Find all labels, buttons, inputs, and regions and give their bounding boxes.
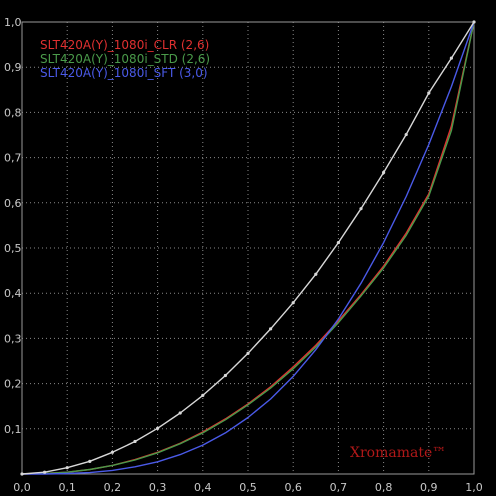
x-tick-label: 0,9 — [420, 481, 438, 494]
series-line-1 — [21, 21, 475, 475]
series-line-2 — [22, 21, 475, 475]
series-point — [178, 411, 182, 415]
y-tick-label: 0,5 — [4, 242, 22, 255]
grid-layer — [22, 22, 474, 474]
legend-entry-1: SLT420A(Y)_1080i_STD (2,6) — [40, 52, 210, 66]
y-tick-label: 0,1 — [4, 423, 22, 436]
series-point — [269, 327, 273, 331]
x-tick-label: 1,0 — [465, 481, 483, 494]
x-tick-label: 0,2 — [104, 481, 122, 494]
series-point — [110, 450, 114, 454]
series-point — [223, 373, 227, 378]
series-point — [20, 472, 24, 476]
series-point — [65, 466, 69, 470]
series-point — [382, 170, 386, 175]
x-tick-label: 0,3 — [149, 481, 167, 494]
series-point — [449, 56, 453, 60]
x-tick-label: 0,0 — [13, 481, 31, 494]
y-tick-label: 0,2 — [4, 378, 22, 391]
series-point — [291, 301, 295, 305]
series-point — [336, 240, 340, 245]
plot-border — [21, 21, 475, 475]
series-point — [472, 20, 476, 24]
x-tick-label: 0,6 — [284, 481, 302, 494]
series-point — [43, 470, 47, 474]
legend-layer: SLT420A(Y)_1080i_CLR (2,6)SLT420A(Y)_108… — [40, 38, 210, 80]
x-tick-label: 0,4 — [194, 481, 212, 494]
y-tick-label: 0,8 — [4, 106, 22, 119]
x-tick-label: 0,7 — [330, 481, 348, 494]
series-point — [404, 132, 408, 137]
x-tick-label: 0,5 — [239, 481, 257, 494]
y-tick-label: 1,0 — [4, 16, 22, 29]
series-point — [359, 207, 363, 211]
x-tick-label: 0,8 — [375, 481, 393, 494]
series-point — [201, 393, 205, 397]
axis-layer: 0,0 0,1 0,2 0,3 0,4 0,5 0,6 0,7 0,8 0,9 1,0 0,1 0,2 0… — [4, 16, 483, 494]
series-point — [156, 426, 160, 430]
series-point — [314, 272, 318, 276]
legend-entry-0: SLT420A(Y)_1080i_CLR (2,6) — [40, 38, 209, 52]
y-tick-label: 0,9 — [4, 61, 22, 74]
series-point — [246, 351, 250, 355]
y-tick-label: 0,4 — [4, 287, 22, 300]
watermark-label: Xromamate™ — [350, 445, 446, 461]
legend-entry-2: SLT420A(Y)_1080i_SFT (3,0) — [40, 66, 208, 80]
series-point — [88, 459, 92, 463]
x-tick-label: 0,1 — [58, 481, 76, 494]
y-tick-label: 0,3 — [4, 332, 22, 345]
y-tick-label: 0,6 — [4, 197, 22, 210]
y-tick-label: 0,7 — [4, 152, 22, 165]
annotation-layer: Xromamate™ — [350, 445, 446, 461]
series-point — [133, 439, 137, 444]
series-point — [427, 91, 431, 95]
series-layer — [20, 20, 476, 476]
